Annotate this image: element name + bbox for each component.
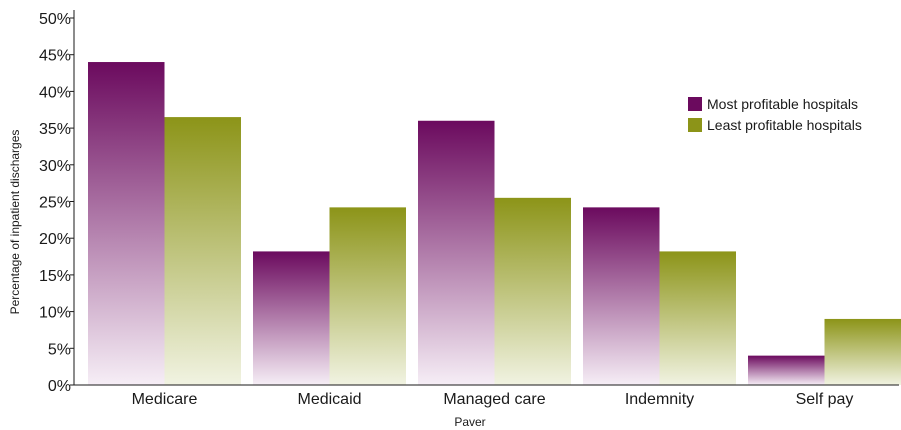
- bar-most-profitable-medicare: [88, 62, 165, 385]
- bar-least-profitable-medicaid: [329, 207, 406, 385]
- bar-most-profitable-managed-care: [418, 120, 495, 385]
- bar-least-profitable-managed-care: [494, 197, 571, 385]
- x-axis-title: Paver: [454, 415, 485, 429]
- legend-label: Least profitable hospitals: [707, 117, 862, 133]
- x-category-label: Managed care: [443, 391, 545, 408]
- bar-most-profitable-self-pay: [748, 355, 825, 385]
- bar-least-profitable-self-pay: [824, 318, 901, 385]
- y-tick-label: 5%: [48, 341, 71, 358]
- bar-marks: [88, 62, 901, 385]
- legend: Most profitable hospitals Least profitabl…: [688, 96, 862, 133]
- y-tick-label: 25%: [39, 195, 71, 212]
- y-axis-ticks: 0% 5% 10% 15% 20% 25% 30% 35% 40% 45% 50%: [39, 11, 74, 395]
- y-tick-label: 35%: [39, 121, 71, 138]
- legend-swatch: [688, 118, 702, 132]
- y-tick-label: 20%: [39, 231, 71, 248]
- legend-label: Most profitable hospitals: [707, 96, 858, 112]
- x-category-label: Medicare: [132, 391, 198, 408]
- y-axis-title: Percentage of inpatient discharges: [8, 130, 22, 315]
- bar-least-profitable-medicare: [164, 117, 241, 385]
- y-tick-label: 10%: [39, 305, 71, 322]
- y-tick-label: 45%: [39, 48, 71, 65]
- x-axis-category-labels: Medicare Medicaid Managed care Indemnity Sel…: [132, 391, 854, 408]
- y-tick-label: 50%: [39, 11, 71, 28]
- bar-least-profitable-indemnity: [659, 251, 736, 385]
- y-tick-label: 0%: [48, 378, 71, 395]
- y-tick-label: 40%: [39, 84, 71, 101]
- y-tick-label: 30%: [39, 158, 71, 175]
- x-category-label: Self pay: [796, 391, 854, 408]
- x-category-label: Indemnity: [625, 391, 694, 408]
- bar-most-profitable-indemnity: [583, 207, 660, 385]
- x-category-label: Medicaid: [297, 391, 361, 408]
- bar-most-profitable-medicaid: [253, 251, 330, 385]
- legend-swatch: [688, 97, 702, 111]
- y-tick-label: 15%: [39, 268, 71, 285]
